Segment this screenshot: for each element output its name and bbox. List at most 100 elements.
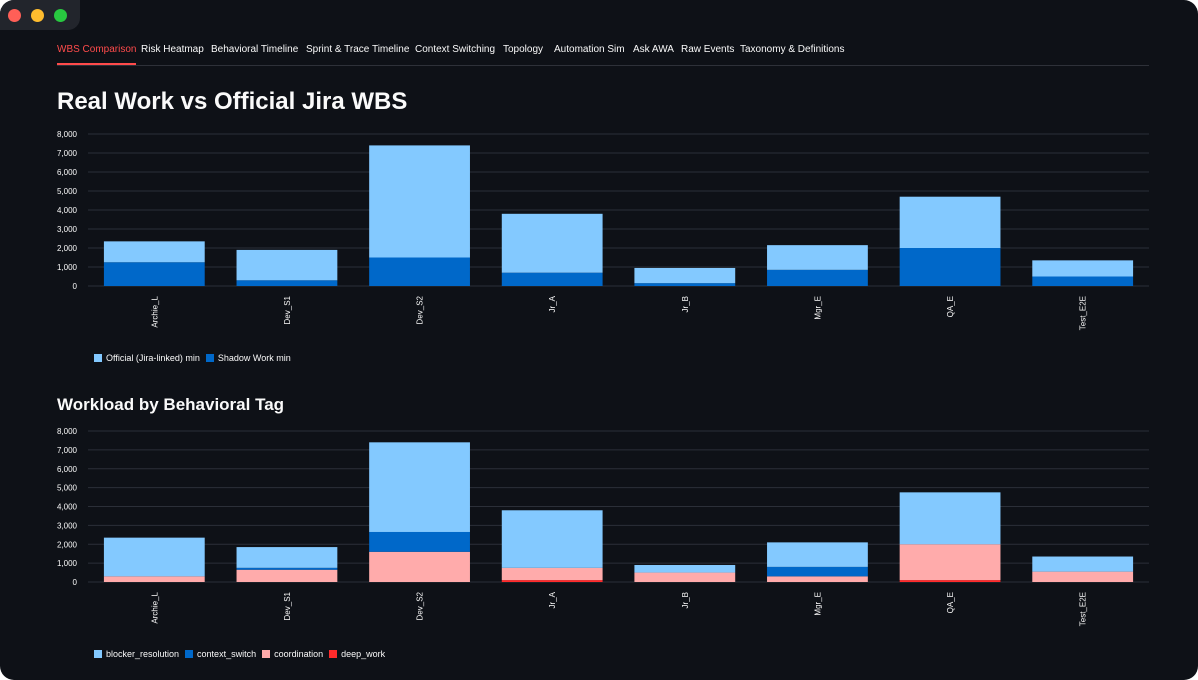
- legend-item[interactable]: coordination: [262, 649, 323, 659]
- x-tick-label: QA_E: [946, 592, 955, 613]
- legend-item[interactable]: Official (Jira-linked) min: [94, 353, 200, 363]
- tab-taxonomy-definitions[interactable]: Taxonomy & Definitions: [740, 44, 845, 55]
- tab-context-switching[interactable]: Context Switching: [415, 44, 496, 55]
- y-tick-label: 4,000: [57, 206, 78, 215]
- window-controls: [0, 0, 80, 30]
- legend-item[interactable]: blocker_resolution: [94, 649, 179, 659]
- bar-segment: [236, 249, 338, 281]
- legend-label: blocker_resolution: [106, 649, 180, 659]
- x-tick-label: Test_E2E: [1079, 296, 1088, 330]
- x-tick-label: Mgr_E: [813, 296, 822, 320]
- bar-segment: [369, 551, 470, 582]
- x-tick-label: QA_E: [946, 296, 955, 317]
- wbs-comparison-chart: 0 1,000 2,000 3,000 4,000 5,000 6,000 7,000 8,00…: [57, 130, 1149, 330]
- x-tick-label: Dev_S1: [283, 295, 292, 324]
- y-tick-label: 0: [73, 282, 78, 291]
- bar-segment: [103, 262, 205, 286]
- bar-segment: [634, 267, 736, 284]
- tab-ask-awa[interactable]: Ask AWA: [633, 44, 674, 55]
- legend-swatch: [94, 354, 102, 362]
- y-tick-label: 8,000: [57, 130, 78, 139]
- bar-segment: [103, 241, 205, 263]
- bar-segment: [899, 544, 1001, 581]
- tab-bar: WBS Comparison Risk Heatmap Behavioral T…: [57, 40, 1149, 66]
- legend-item[interactable]: Shadow Work min: [205, 353, 291, 363]
- bar-segment: [1032, 571, 1134, 582]
- tab-automation-sim[interactable]: Automation Sim: [554, 44, 625, 55]
- bar-segment: [767, 566, 868, 577]
- tab-behavioral-timeline[interactable]: Behavioral Timeline: [211, 44, 299, 55]
- bar-segment: [1032, 556, 1134, 572]
- bar-segment: [899, 196, 1001, 248]
- legend-label: context_switch: [197, 649, 257, 659]
- legend-label: deep_work: [341, 649, 386, 659]
- bar-segment: [767, 269, 868, 286]
- y-tick-label: 1,000: [57, 263, 78, 272]
- x-tick-label: Archie_L: [150, 295, 159, 327]
- bar-segment: [634, 572, 736, 582]
- y-tick-label: 2,000: [57, 540, 78, 549]
- bar-segment: [899, 492, 1001, 545]
- bar-segment: [501, 272, 603, 286]
- legend-swatch: [185, 650, 194, 658]
- x-tick-label: Dev_S2: [416, 295, 425, 324]
- legend-swatch: [205, 354, 214, 362]
- bar-segment: [767, 542, 868, 567]
- bar-segment: [236, 569, 338, 582]
- x-tick-label: Mgr_E: [813, 592, 822, 616]
- maximize-window-button[interactable]: [54, 9, 67, 22]
- bar-segment: [103, 576, 205, 582]
- bar-segment: [767, 245, 868, 270]
- bar-segment: [236, 567, 338, 570]
- tab-risk-heatmap[interactable]: Risk Heatmap: [141, 44, 204, 55]
- legend-label: coordination: [274, 649, 324, 659]
- y-tick-label: 5,000: [57, 484, 78, 493]
- legend-swatch: [94, 650, 102, 658]
- y-tick-label: 5,000: [57, 187, 78, 196]
- bar-segment: [501, 213, 603, 273]
- legend-item[interactable]: deep_work: [329, 649, 385, 659]
- bar-segment: [369, 145, 470, 258]
- bar-segment: [103, 537, 205, 577]
- bar-segment: [369, 257, 470, 286]
- bar-segment: [501, 580, 603, 582]
- x-tick-label: Test_E2E: [1079, 592, 1088, 626]
- x-tick-label: Archie_L: [150, 591, 159, 623]
- legend-swatch: [329, 650, 338, 658]
- section-title: Workload by Behavioral Tag: [57, 395, 285, 414]
- x-tick-label: Jr_A: [548, 591, 557, 608]
- x-tick-label: Jr_B: [681, 296, 690, 312]
- bar-segment: [634, 283, 736, 286]
- y-tick-label: 1,000: [57, 559, 78, 568]
- bar-segment: [236, 280, 338, 286]
- close-window-button[interactable]: [8, 9, 21, 22]
- tab-topology[interactable]: Topology: [503, 44, 544, 55]
- y-tick-label: 7,000: [57, 446, 78, 455]
- bar-segment: [1032, 260, 1134, 277]
- legend-item[interactable]: context_switch: [185, 649, 256, 659]
- legend-label: Official (Jira-linked) min: [106, 353, 200, 363]
- y-tick-label: 0: [73, 578, 78, 587]
- bar-segment: [767, 576, 868, 582]
- y-tick-label: 2,000: [57, 244, 78, 253]
- legend-label: Shadow Work min: [217, 353, 291, 363]
- x-tick-label: Dev_S2: [416, 591, 425, 620]
- tab-wbs-comparison[interactable]: WBS Comparison: [57, 40, 137, 65]
- bar-segment: [1032, 276, 1134, 286]
- y-tick-label: 4,000: [57, 503, 78, 512]
- minimize-window-button[interactable]: [31, 9, 44, 22]
- bar-segment: [236, 547, 338, 568]
- x-tick-label: Dev_S1: [283, 591, 292, 620]
- tab-sprint-trace-timeline[interactable]: Sprint & Trace Timeline: [306, 44, 410, 55]
- bar-segment: [899, 248, 1001, 286]
- y-tick-label: 8,000: [57, 427, 78, 436]
- bar-segment: [501, 510, 603, 568]
- y-tick-label: 6,000: [57, 465, 78, 474]
- bar-segment: [899, 580, 1001, 582]
- tab-raw-events[interactable]: Raw Events: [681, 44, 735, 55]
- bar-segment: [369, 531, 470, 552]
- bar-segment: [634, 565, 736, 573]
- x-tick-label: Jr_A: [548, 295, 557, 312]
